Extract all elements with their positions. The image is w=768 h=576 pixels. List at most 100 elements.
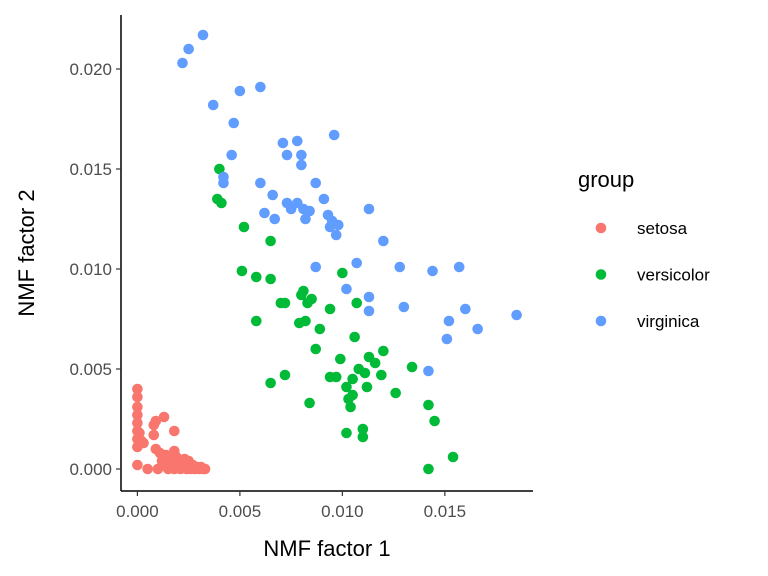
point-versicolor-15 — [298, 285, 309, 297]
point-virginica-49 — [511, 309, 522, 321]
legend-key-setosa — [595, 222, 607, 234]
point-versicolor-0 — [214, 163, 225, 175]
y-axis-title: NMF factor 2 — [14, 189, 39, 316]
y-tick-label-4: 0.020 — [69, 60, 112, 79]
point-virginica-34 — [341, 283, 352, 295]
legend-items: setosa versicolor virginica — [595, 219, 710, 331]
legend-label-virginica: virginica — [637, 312, 700, 331]
point-versicolor-11 — [265, 377, 276, 389]
point-virginica-0 — [197, 29, 209, 41]
point-versicolor-3 — [238, 221, 250, 233]
point-versicolor-36 — [357, 431, 369, 443]
point-virginica-47 — [460, 303, 471, 315]
point-setosa-4 — [132, 417, 143, 429]
point-virginica-33 — [310, 261, 322, 273]
point-versicolor-24 — [330, 371, 342, 383]
point-virginica-40 — [394, 261, 406, 273]
x-axis-title: NMF factor 1 — [263, 536, 390, 561]
y-tick-label-0: 0.000 — [69, 460, 112, 479]
point-virginica-12 — [259, 207, 270, 219]
x-tick-label-1: 0.005 — [219, 502, 262, 521]
ticks-layer: 0.000 0.005 0.010 0.015 0.000 0.005 0.010 0.015… — [69, 60, 466, 521]
point-versicolor-22 — [324, 303, 336, 315]
point-versicolor-47 — [429, 415, 440, 427]
points-layer — [132, 29, 522, 475]
point-versicolor-31 — [347, 373, 358, 385]
y-tick-label-2: 0.010 — [69, 260, 112, 279]
point-setosa-2 — [132, 401, 143, 413]
point-virginica-42 — [423, 365, 434, 377]
point-setosa-20 — [158, 411, 170, 423]
point-virginica-38 — [363, 305, 375, 317]
point-versicolor-40 — [369, 357, 381, 369]
legend-key-versicolor — [595, 269, 607, 280]
point-setosa-8 — [132, 459, 143, 471]
point-virginica-32 — [332, 219, 344, 231]
point-versicolor-44 — [406, 361, 418, 373]
point-versicolor-41 — [376, 369, 387, 381]
point-virginica-5 — [255, 81, 266, 93]
point-virginica-36 — [363, 203, 375, 215]
legend-key-virginica — [595, 315, 607, 327]
point-versicolor-30 — [345, 401, 356, 413]
point-versicolor-33 — [351, 297, 363, 309]
point-versicolor-19 — [304, 397, 315, 409]
point-virginica-17 — [296, 149, 307, 161]
point-versicolor-27 — [341, 427, 352, 439]
point-virginica-39 — [378, 235, 389, 247]
point-setosa-3 — [132, 409, 143, 421]
point-versicolor-38 — [361, 381, 373, 393]
point-virginica-4 — [234, 85, 246, 97]
point-versicolor-46 — [423, 463, 434, 475]
point-versicolor-18 — [306, 293, 317, 305]
point-versicolor-10 — [279, 297, 291, 309]
point-versicolor-20 — [310, 343, 322, 355]
point-versicolor-2 — [216, 197, 227, 209]
point-versicolor-43 — [390, 387, 401, 399]
point-virginica-7 — [226, 149, 237, 161]
point-virginica-1 — [183, 43, 194, 55]
point-virginica-9 — [218, 171, 229, 183]
point-versicolor-4 — [236, 265, 248, 277]
point-virginica-16 — [291, 135, 303, 147]
point-virginica-13 — [269, 213, 281, 225]
x-tick-label-0: 0.000 — [116, 502, 159, 521]
point-virginica-43 — [427, 265, 438, 277]
point-setosa-12 — [142, 463, 153, 475]
point-versicolor-21 — [314, 323, 326, 335]
legend-label-versicolor: versicolor — [637, 266, 710, 285]
point-virginica-23 — [300, 213, 311, 225]
point-versicolor-12 — [279, 369, 291, 381]
point-versicolor-7 — [265, 273, 276, 285]
point-versicolor-37 — [359, 367, 371, 379]
point-virginica-41 — [398, 301, 410, 313]
point-virginica-45 — [443, 315, 455, 327]
legend-title: group — [578, 167, 634, 192]
point-virginica-35 — [351, 257, 363, 269]
point-versicolor-45 — [423, 399, 434, 411]
point-setosa-14 — [148, 429, 160, 441]
point-virginica-18 — [296, 159, 307, 171]
point-setosa-1 — [132, 391, 143, 403]
x-tick-label-2: 0.010 — [321, 502, 364, 521]
point-virginica-6 — [228, 117, 240, 129]
point-setosa-49 — [199, 463, 211, 475]
point-virginica-26 — [318, 193, 330, 205]
point-setosa-0 — [132, 383, 143, 395]
legend-label-setosa: setosa — [637, 219, 688, 238]
point-virginica-2 — [177, 57, 188, 69]
point-virginica-37 — [363, 291, 375, 303]
y-tick-label-3: 0.015 — [69, 160, 112, 179]
point-setosa-11 — [138, 437, 149, 449]
point-versicolor-6 — [265, 235, 276, 247]
point-versicolor-48 — [447, 451, 459, 463]
point-versicolor-32 — [349, 331, 360, 343]
point-versicolor-28 — [341, 381, 352, 393]
point-virginica-10 — [255, 177, 266, 189]
axes-layer — [120, 15, 533, 492]
point-virginica-24 — [304, 205, 315, 217]
point-virginica-44 — [441, 333, 453, 345]
point-versicolor-42 — [378, 345, 389, 357]
point-setosa-15 — [150, 415, 162, 427]
y-tick-label-1: 0.005 — [69, 360, 112, 379]
